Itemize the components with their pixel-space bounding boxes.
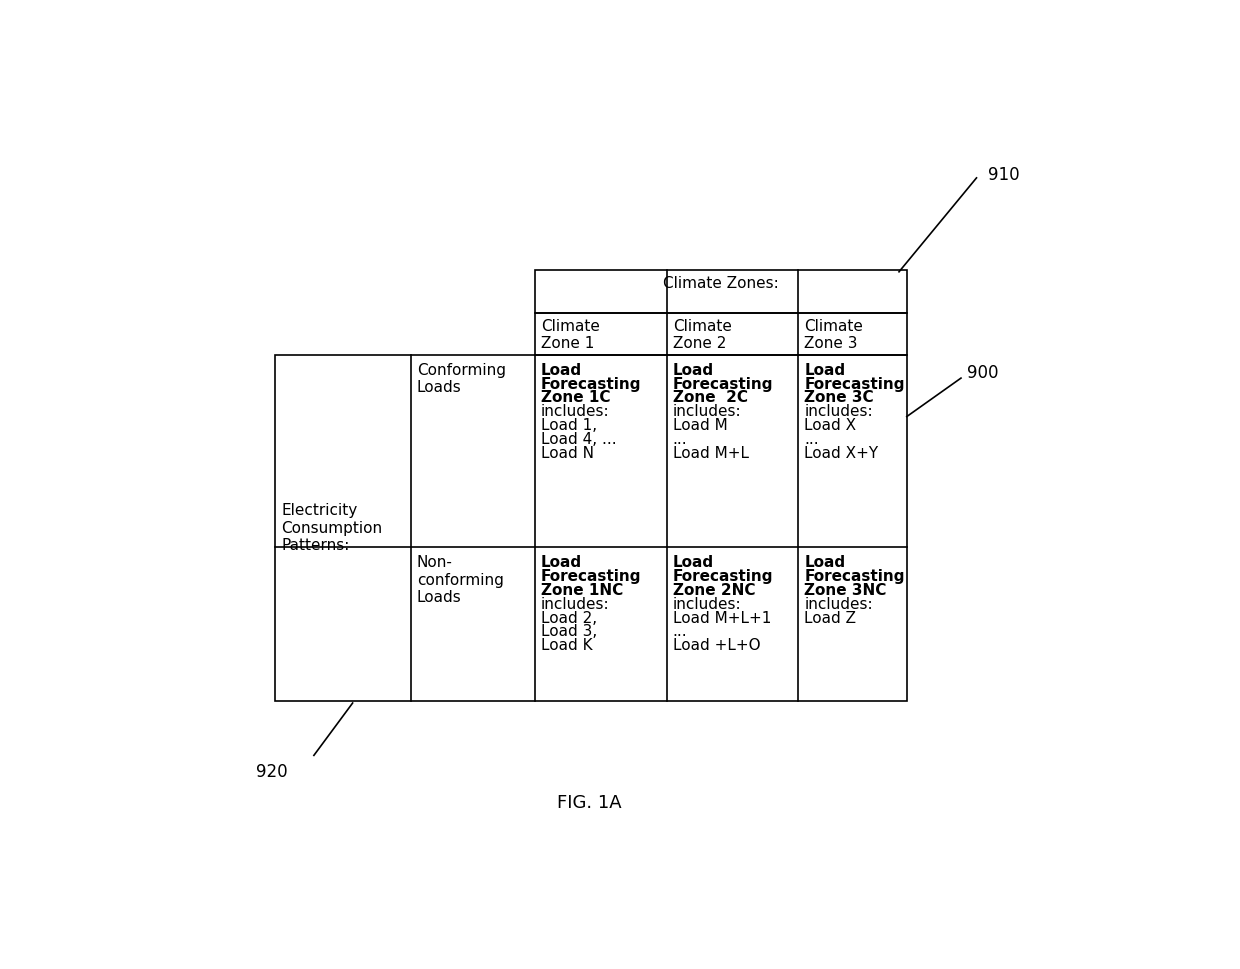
Text: Forecasting: Forecasting [541,377,641,391]
Text: includes:: includes: [805,404,873,420]
Bar [534,270,906,313]
Text: Load X: Load X [805,418,857,433]
Text: Forecasting: Forecasting [672,569,774,584]
Text: Zone 1C: Zone 1C [541,391,610,405]
Text: Climate
Zone 1: Climate Zone 1 [541,319,600,351]
Text: includes:: includes: [672,404,742,420]
Text: Non-
conforming
Loads: Non- conforming Loads [417,555,503,605]
Text: Climate
Zone 3: Climate Zone 3 [805,319,863,351]
Text: ...: ... [672,432,687,447]
Text: ...: ... [672,624,687,640]
Text: Zone  2C: Zone 2C [672,391,748,405]
Text: Load 3,: Load 3, [541,624,598,640]
Bar [275,355,906,702]
Text: Forecasting: Forecasting [672,377,774,391]
Text: Forecasting: Forecasting [805,569,905,584]
Text: FIG. 1A: FIG. 1A [557,794,621,812]
Text: Zone 1NC: Zone 1NC [541,583,624,598]
Text: Load: Load [541,362,582,378]
Text: Load +L+O: Load +L+O [672,639,760,653]
Text: Load 2,: Load 2, [541,610,598,626]
Text: Load M: Load M [672,418,728,433]
Text: Load: Load [541,555,582,570]
Text: Load M+L+1: Load M+L+1 [672,610,771,626]
Text: Load: Load [672,362,714,378]
Text: Load: Load [805,362,846,378]
Text: Zone 3NC: Zone 3NC [805,583,887,598]
Text: 920: 920 [255,763,288,781]
Text: 900: 900 [967,364,998,382]
Text: Load 1,: Load 1, [541,418,598,433]
Text: includes:: includes: [805,597,873,611]
Text: Load K: Load K [541,639,593,653]
Text: Conforming
Loads: Conforming Loads [417,362,506,395]
Text: Load: Load [672,555,714,570]
Text: Load 4, ...: Load 4, ... [541,432,616,447]
Text: Zone 3C: Zone 3C [805,391,874,405]
Text: Forecasting: Forecasting [541,569,641,584]
Text: ...: ... [805,432,820,447]
Text: Zone 2NC: Zone 2NC [672,583,755,598]
Text: 910: 910 [988,167,1019,184]
Text: Load N: Load N [541,446,594,461]
Text: Load Z: Load Z [805,610,857,626]
Text: Forecasting: Forecasting [805,377,905,391]
Text: Climate Zones:: Climate Zones: [663,276,779,292]
Text: includes:: includes: [541,404,610,420]
Text: includes:: includes: [541,597,610,611]
Text: Load M+L: Load M+L [672,446,749,461]
Text: Load X+Y: Load X+Y [805,446,879,461]
Text: includes:: includes: [672,597,742,611]
Text: Load: Load [805,555,846,570]
Text: Electricity
Consumption
Patterns:: Electricity Consumption Patterns: [281,503,382,553]
Bar [534,313,906,355]
Text: Climate
Zone 2: Climate Zone 2 [672,319,732,351]
